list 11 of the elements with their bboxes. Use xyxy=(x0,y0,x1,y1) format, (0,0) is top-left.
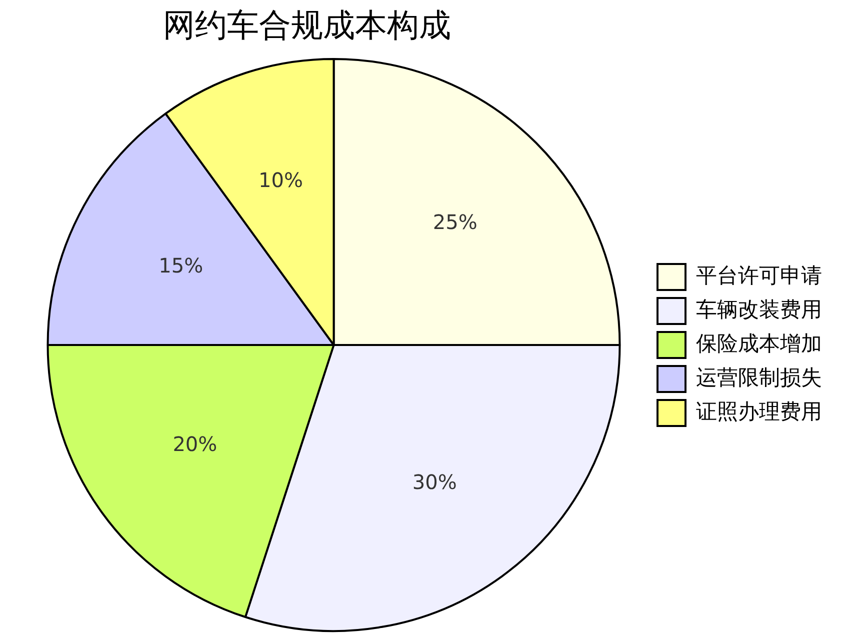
data-label: 15% xyxy=(158,253,204,278)
legend-label: 平台许可申请 xyxy=(696,263,822,288)
data-label: 25% xyxy=(432,210,478,234)
legend-label: 车辆改装费用 xyxy=(696,297,822,322)
data-label: 30% xyxy=(412,470,457,494)
legend-label: 保险成本增加 xyxy=(696,331,822,356)
chart-title: 网约车合规成本构成 xyxy=(162,5,452,46)
data-label: 10% xyxy=(258,168,303,192)
legend-label: 运营限制损失 xyxy=(696,365,822,390)
legend-label: 证照办理费用 xyxy=(696,399,822,424)
data-label: 20% xyxy=(172,432,218,456)
